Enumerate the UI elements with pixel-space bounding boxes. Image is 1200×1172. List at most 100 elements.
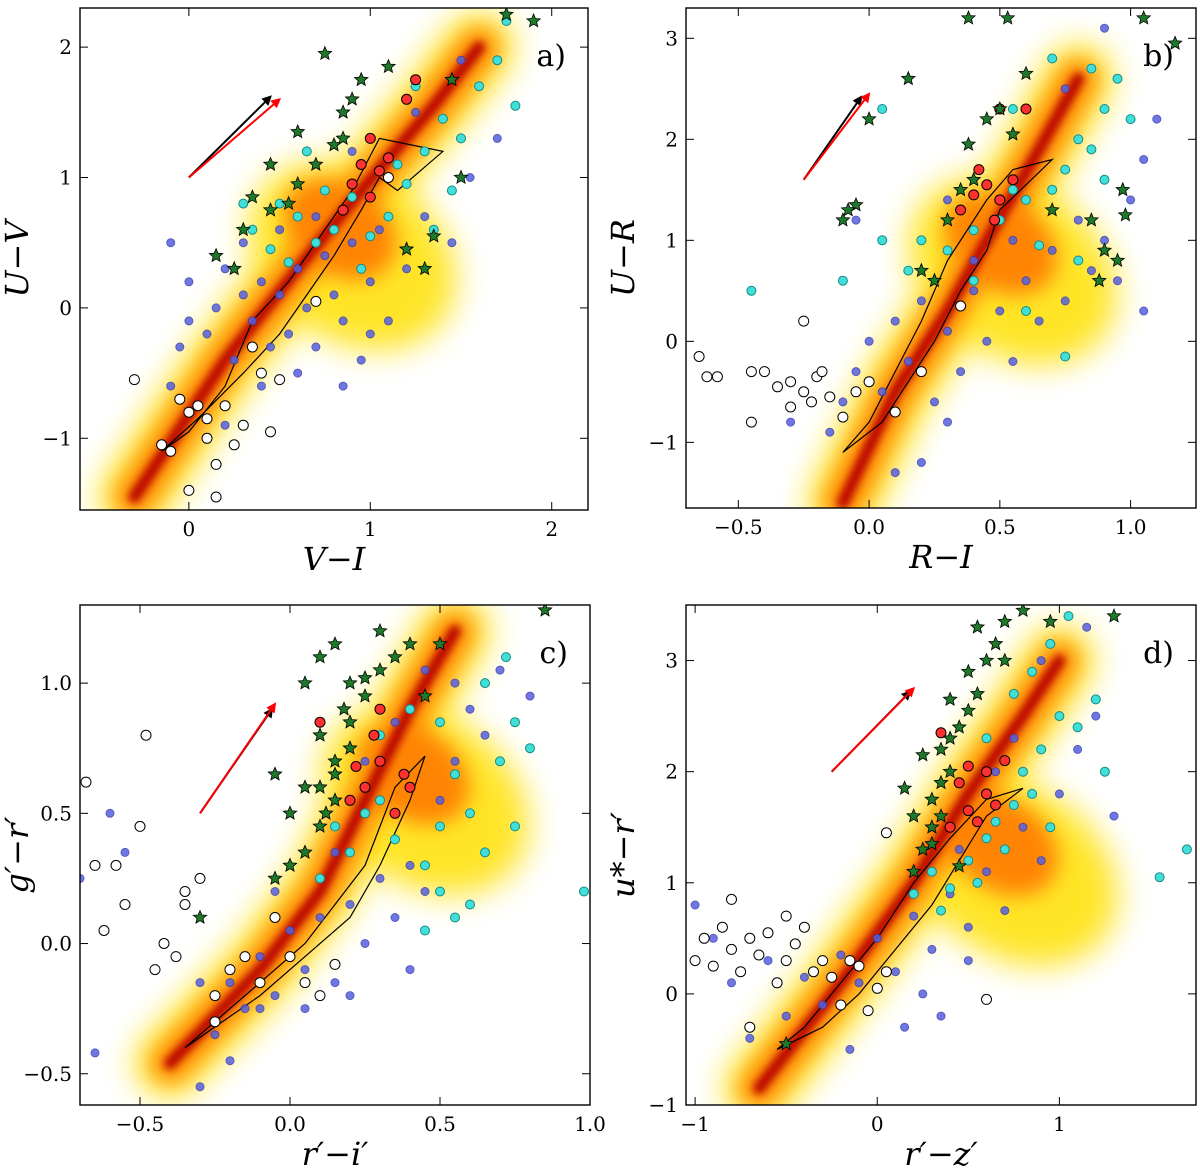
y-tick-label: 0.0 bbox=[40, 932, 72, 956]
point-cyan bbox=[1047, 184, 1058, 195]
point-blue bbox=[480, 730, 490, 740]
point-cyan bbox=[1073, 134, 1084, 145]
point-cyan bbox=[365, 231, 376, 242]
point-white bbox=[269, 912, 281, 923]
point-blue bbox=[302, 303, 312, 313]
point-star bbox=[939, 212, 956, 227]
point-cyan bbox=[437, 113, 448, 124]
point-blue bbox=[320, 251, 330, 261]
x-tick-label: 0 bbox=[182, 517, 195, 541]
reddening-arrow-black bbox=[188, 95, 272, 179]
point-blue bbox=[456, 55, 466, 65]
point-star bbox=[312, 779, 328, 794]
point-red bbox=[355, 159, 367, 170]
point-cyan bbox=[301, 146, 312, 157]
points-blue bbox=[690, 622, 1119, 1054]
point-star bbox=[353, 71, 369, 87]
point-cyan bbox=[877, 104, 888, 114]
point-blue bbox=[1021, 276, 1031, 286]
point-blue bbox=[1082, 622, 1092, 632]
point-star bbox=[960, 663, 977, 679]
y-axis-label: u*−r′ bbox=[604, 811, 642, 898]
point-star bbox=[942, 730, 958, 745]
point-white bbox=[698, 932, 710, 944]
point-cyan bbox=[435, 821, 445, 832]
point-star bbox=[926, 272, 943, 288]
point-red bbox=[401, 93, 413, 105]
point-red bbox=[337, 204, 349, 216]
point-red bbox=[962, 805, 974, 817]
point-cyan bbox=[908, 888, 919, 899]
points-stars bbox=[192, 605, 553, 925]
point-blue bbox=[240, 1004, 250, 1014]
point-blue bbox=[383, 316, 393, 326]
point-white bbox=[98, 925, 110, 936]
point-cyan bbox=[981, 733, 992, 744]
point-star bbox=[915, 841, 931, 856]
point-red bbox=[968, 189, 980, 201]
point-blue bbox=[1139, 306, 1149, 316]
point-cyan bbox=[420, 925, 430, 936]
y-tick-label: 0 bbox=[59, 296, 72, 320]
point-blue bbox=[420, 887, 430, 896]
point-cyan bbox=[1181, 844, 1192, 855]
point-red bbox=[346, 178, 358, 190]
y-tick-label: 1 bbox=[59, 166, 72, 190]
point-blue bbox=[420, 665, 430, 675]
point-blue bbox=[1073, 744, 1083, 754]
point-cyan bbox=[525, 743, 535, 754]
point-white bbox=[265, 426, 276, 438]
point-cyan bbox=[926, 866, 937, 877]
point-cyan bbox=[1060, 164, 1071, 175]
x-tick-label: 1.0 bbox=[574, 1112, 606, 1136]
point-blue bbox=[420, 212, 430, 222]
point-white bbox=[89, 859, 101, 871]
y-tick-label: −0.5 bbox=[23, 1062, 72, 1086]
point-red bbox=[981, 179, 993, 191]
point-white bbox=[853, 960, 865, 972]
point-star bbox=[1115, 181, 1131, 197]
point-blue bbox=[225, 1056, 235, 1066]
point-star bbox=[861, 111, 877, 126]
point-red bbox=[962, 760, 974, 772]
point-blue bbox=[825, 427, 835, 437]
point-red bbox=[374, 755, 386, 767]
point-white bbox=[863, 376, 875, 388]
point-white bbox=[759, 366, 770, 378]
point-white bbox=[128, 374, 140, 386]
point-white bbox=[798, 921, 810, 933]
point-blue bbox=[360, 756, 370, 766]
point-red bbox=[350, 761, 362, 772]
point-blue bbox=[1113, 276, 1122, 286]
point-white bbox=[862, 1005, 874, 1017]
point-white bbox=[174, 393, 186, 405]
point-red bbox=[973, 164, 985, 176]
points-red bbox=[314, 703, 416, 819]
plot-frame bbox=[685, 604, 1197, 1106]
point-blue bbox=[270, 887, 280, 896]
point-star bbox=[417, 260, 433, 276]
point-blue bbox=[936, 1011, 946, 1021]
point-star bbox=[357, 669, 373, 685]
point-blue bbox=[405, 860, 415, 870]
panel-label: a) bbox=[536, 39, 566, 74]
point-white bbox=[772, 381, 783, 393]
point-white bbox=[255, 367, 267, 379]
point-blue bbox=[166, 238, 176, 248]
point-cyan bbox=[963, 855, 974, 866]
point-blue bbox=[390, 913, 400, 922]
point-red bbox=[994, 194, 1006, 206]
y-tick-label: 1 bbox=[665, 871, 678, 895]
point-white bbox=[817, 955, 829, 967]
point-blue bbox=[275, 290, 285, 300]
point-star bbox=[537, 605, 553, 617]
point-blue bbox=[969, 256, 979, 265]
point-cyan bbox=[1021, 194, 1031, 205]
point-cyan bbox=[401, 179, 412, 189]
point-star bbox=[997, 652, 1013, 668]
point-cyan bbox=[1154, 872, 1165, 883]
point-cyan bbox=[238, 198, 249, 209]
point-blue bbox=[247, 316, 257, 326]
point-white bbox=[274, 374, 286, 386]
